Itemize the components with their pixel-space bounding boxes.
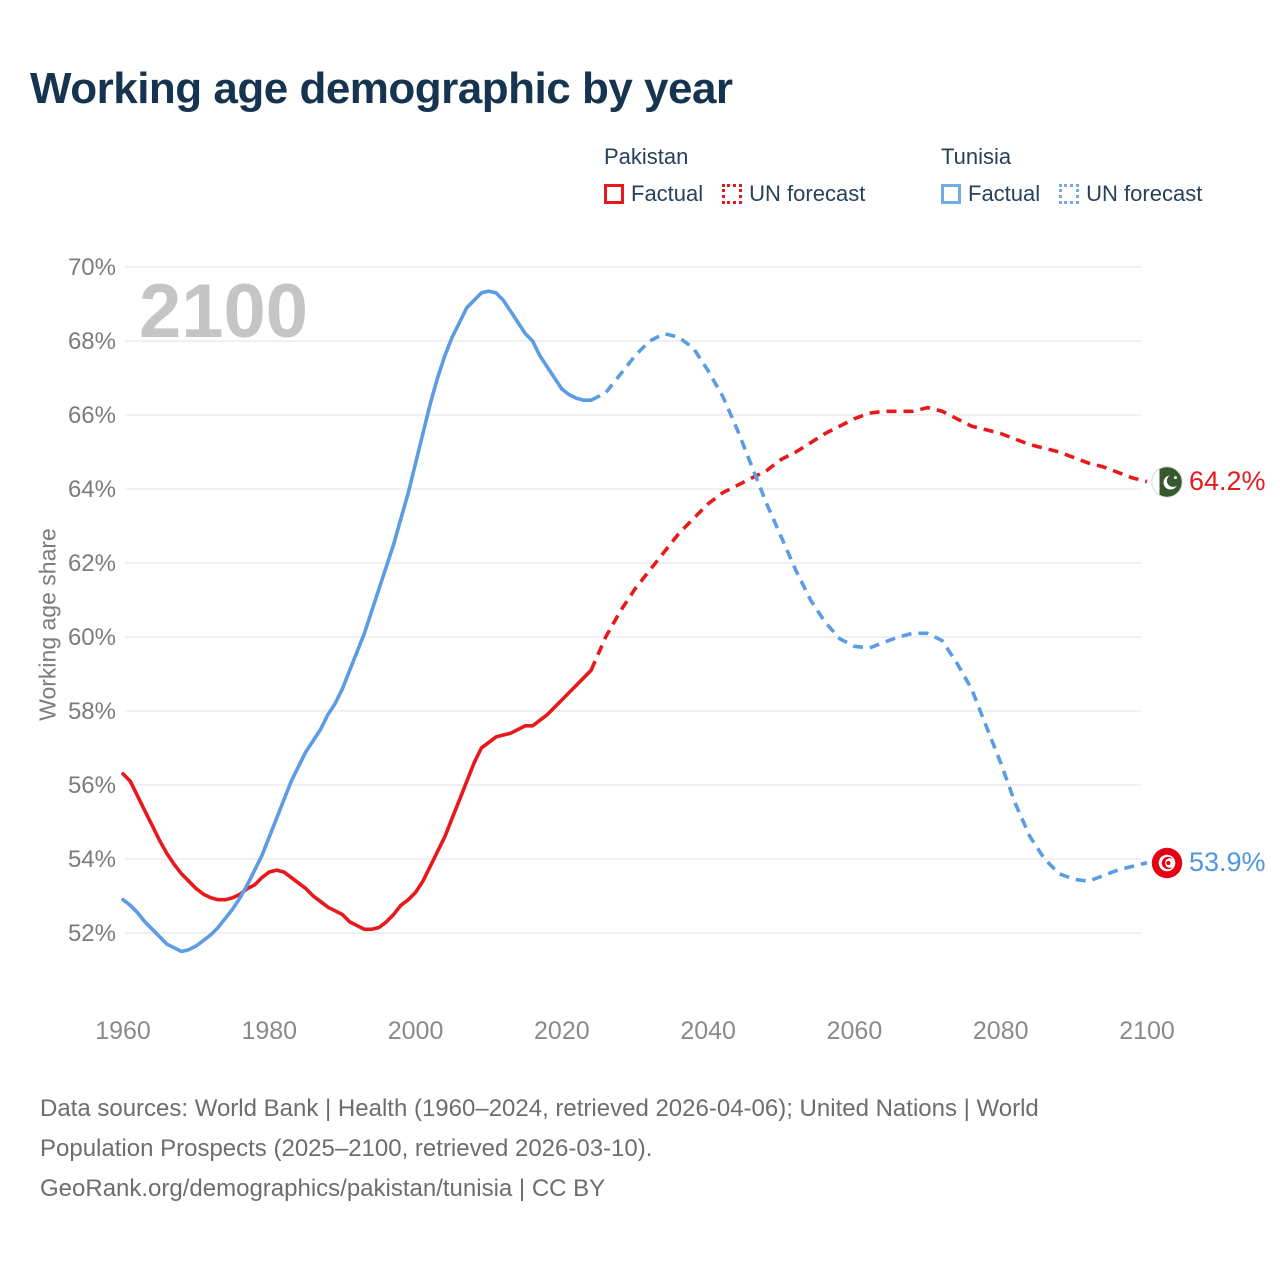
legend-group-tunisia: Tunisia Factual UN forecast — [941, 144, 1221, 207]
data-sources-line: Data sources: World Bank | Health (1960–… — [40, 1095, 1039, 1122]
legend-item-label: Factual — [631, 181, 704, 206]
data-sources: Data sources: World Bank | Health (1960–… — [40, 1089, 1220, 1209]
series-line-pakistan-factual — [121, 668, 593, 932]
pakistan-flag-icon — [1151, 465, 1183, 498]
y-tick-label: 52% — [68, 920, 116, 947]
y-tick-label: 62% — [68, 550, 116, 577]
tunisia-end-value: 53.9% — [1189, 847, 1266, 878]
legend-swatch-solid-blue-icon — [941, 184, 961, 204]
legend-group-title: Tunisia — [941, 144, 1012, 169]
x-tick-label: 2080 — [973, 1017, 1029, 1045]
series-line-tunisia-factual — [121, 289, 593, 954]
x-tick-label: 2040 — [680, 1017, 736, 1045]
pakistan-end-label: 64.2% — [1151, 465, 1266, 498]
legend-item-label: UN forecast — [1086, 181, 1203, 206]
tunisia-end-label: 53.9% — [1151, 847, 1266, 879]
series-line-tunisia-un-forecast — [590, 331, 1148, 883]
pakistan-end-value: 64.2% — [1189, 466, 1266, 497]
legend-swatch-solid-red-icon — [604, 184, 624, 204]
legend-group-title: Pakistan — [604, 144, 689, 169]
x-tick-label: 1980 — [241, 1017, 297, 1045]
legend-group-pakistan: Pakistan Factual UN forecast — [604, 144, 884, 207]
y-tick-label: 54% — [68, 846, 116, 873]
watermark-year: 2100 — [139, 269, 309, 354]
legend-item-tunisia-forecast[interactable]: UN forecast — [1059, 181, 1202, 207]
page-title: Working age demographic by year — [30, 64, 733, 113]
data-sources-line: Population Prospects (2025–2100, retriev… — [40, 1135, 653, 1162]
tunisia-flag-icon — [1151, 847, 1183, 878]
x-tick-label: 1960 — [95, 1017, 151, 1045]
y-tick-label: 70% — [68, 254, 116, 281]
y-tick-label: 64% — [68, 476, 116, 503]
x-tick-label: 2060 — [827, 1017, 883, 1045]
y-tick-label: 58% — [68, 698, 116, 725]
legend-item-tunisia-factual[interactable]: Factual — [941, 181, 1040, 207]
x-tick-label: 2020 — [534, 1017, 590, 1045]
y-tick-label: 56% — [68, 772, 116, 799]
x-tick-label: 2000 — [388, 1017, 444, 1045]
y-tick-label: 66% — [68, 402, 116, 429]
y-tick-label: 68% — [68, 328, 116, 355]
data-sources-link[interactable]: GeoRank.org/demographics/pakistan/tunisi… — [40, 1175, 606, 1202]
legend-swatch-dotted-blue-icon — [1059, 184, 1080, 204]
series-line-pakistan-un-forecast — [589, 405, 1148, 672]
x-tick-label: 2100 — [1119, 1017, 1175, 1045]
legend-item-label: UN forecast — [749, 181, 866, 206]
legend-item-pakistan-factual[interactable]: Factual — [604, 181, 703, 207]
legend-item-pakistan-forecast[interactable]: UN forecast — [722, 181, 865, 207]
legend-swatch-dotted-red-icon — [722, 184, 743, 204]
y-tick-label: 60% — [68, 624, 116, 651]
legend-item-label: Factual — [968, 181, 1041, 206]
